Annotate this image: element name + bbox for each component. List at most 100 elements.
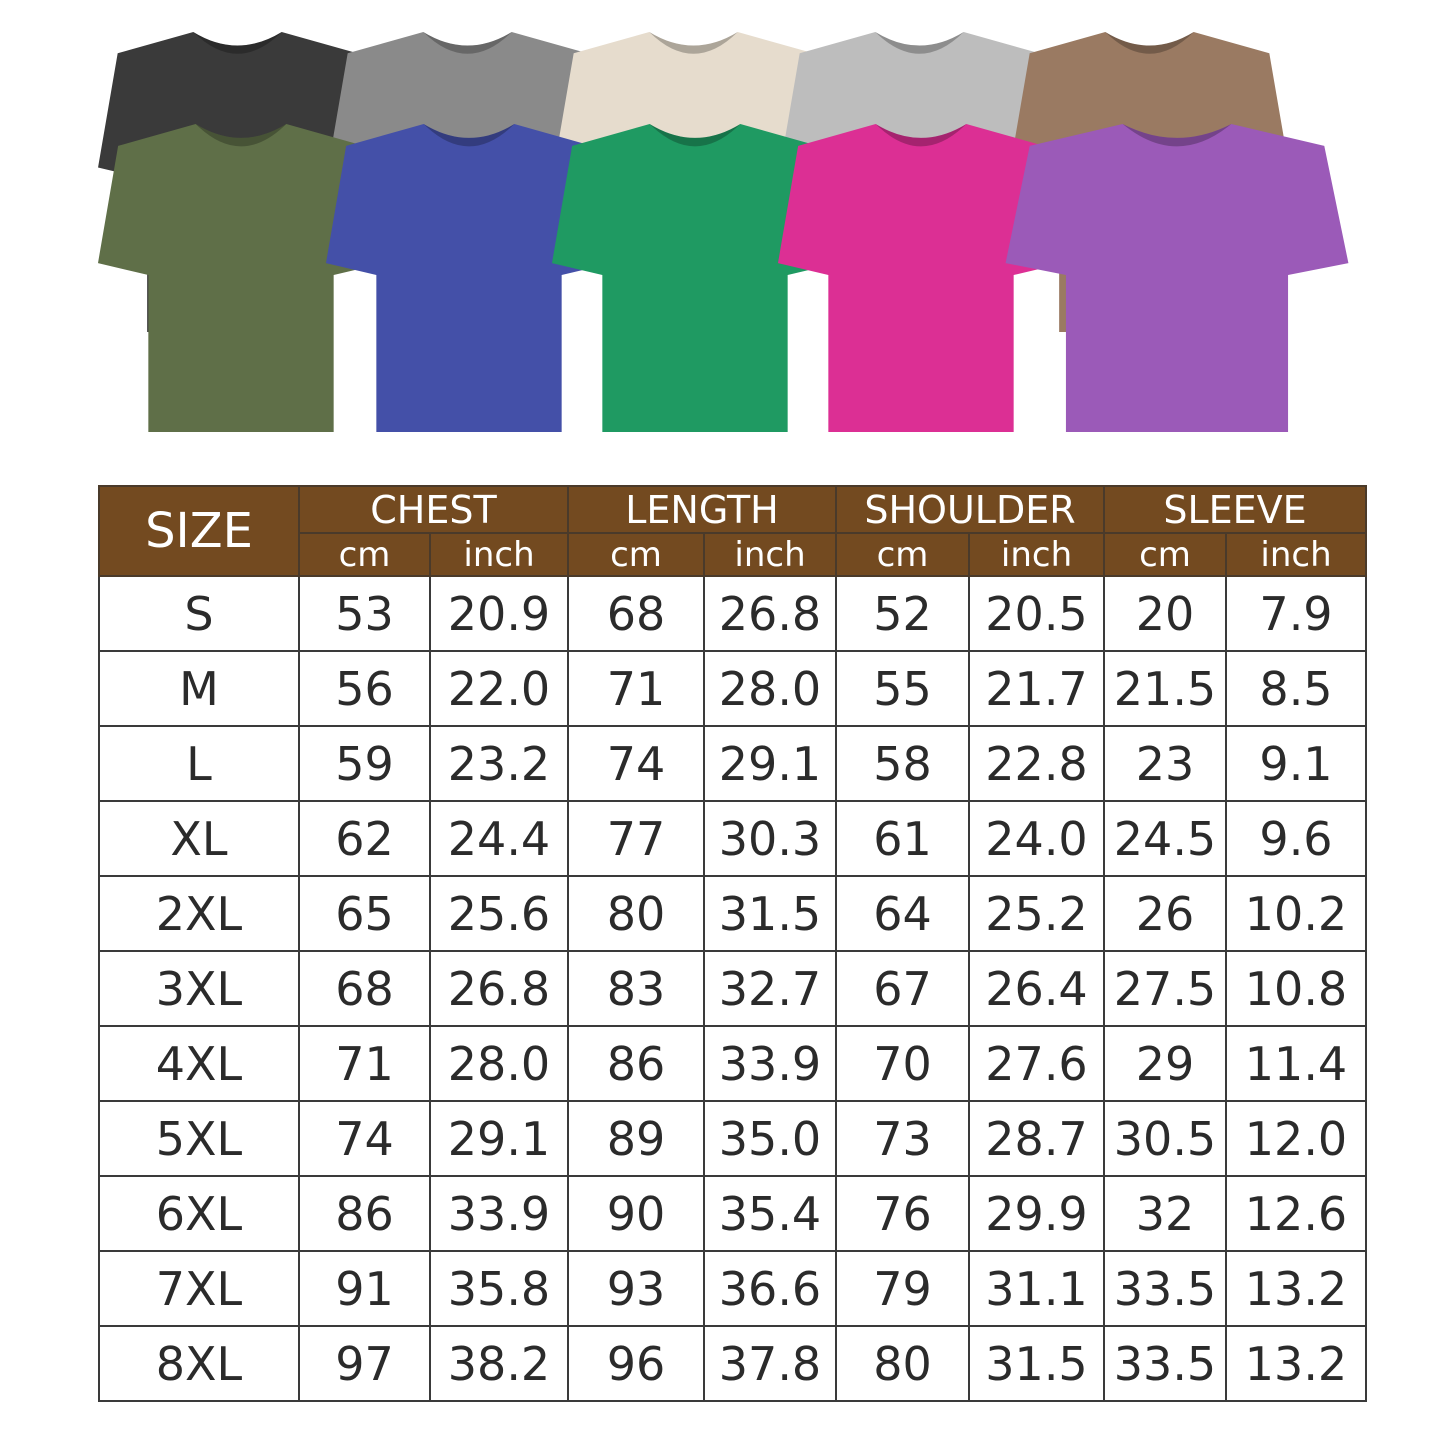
measurement-cell: 38.2 (429, 1325, 569, 1402)
sleeve-header: SLEEVE (1103, 485, 1367, 534)
measurement-cell: 26.4 (968, 950, 1105, 1027)
measurement-cell: 31.5 (703, 875, 837, 952)
measurement-cell: 67 (835, 950, 970, 1027)
measurement-cell: 64 (835, 875, 970, 952)
size-cell: XL (98, 800, 300, 877)
size-cell: 5XL (98, 1100, 300, 1177)
measurement-cell: 86 (298, 1175, 431, 1252)
measurement-cell: 20.9 (429, 575, 569, 652)
unit-header-cm: cm (1103, 532, 1227, 577)
tshirt-blue (325, 124, 613, 432)
measurement-cell: 28.0 (703, 650, 837, 727)
measurement-cell: 33.9 (429, 1175, 569, 1252)
table-row: 4XL 71 28.0 86 33.9 70 27.6 29 11.4 (98, 1025, 1367, 1102)
measurement-cell: 53 (298, 575, 431, 652)
table-row: L 59 23.2 74 29.1 58 22.8 23 9.1 (98, 725, 1367, 802)
measurement-cell: 35.8 (429, 1250, 569, 1327)
measurement-cell: 37.8 (703, 1325, 837, 1402)
measurement-cell: 30.3 (703, 800, 837, 877)
measurement-cell: 33.9 (703, 1025, 837, 1102)
header-group-row: SIZE CHEST LENGTH SHOULDER SLEEVE (98, 485, 1367, 577)
measurement-cell: 74 (298, 1100, 431, 1177)
measurement-cell: 33.5 (1103, 1250, 1227, 1327)
measurement-cell: 29.1 (703, 725, 837, 802)
measurement-cell: 68 (567, 575, 705, 652)
length-header: LENGTH (567, 485, 837, 534)
measurement-cell: 27.5 (1103, 950, 1227, 1027)
measurement-cell: 32 (1103, 1175, 1227, 1252)
measurement-cell: 32.7 (703, 950, 837, 1027)
measurement-cell: 11.4 (1225, 1025, 1367, 1102)
size-cell: L (98, 725, 300, 802)
shoulder-header: SHOULDER (835, 485, 1105, 534)
measurement-cell: 83 (567, 950, 705, 1027)
measurement-cell: 62 (298, 800, 431, 877)
measurement-cell: 79 (835, 1250, 970, 1327)
tshirt-color-options (97, 32, 1349, 432)
measurement-cell: 55 (835, 650, 970, 727)
table-row: 6XL 86 33.9 90 35.4 76 29.9 32 12.6 (98, 1175, 1367, 1252)
measurement-cell: 71 (298, 1025, 431, 1102)
unit-header-inch: inch (429, 532, 569, 577)
size-cell: M (98, 650, 300, 727)
measurement-cell: 25.6 (429, 875, 569, 952)
measurement-cell: 21.5 (1103, 650, 1227, 727)
measurement-cell: 91 (298, 1250, 431, 1327)
chest-header: CHEST (298, 485, 569, 534)
measurement-cell: 12.0 (1225, 1100, 1367, 1177)
measurement-cell: 86 (567, 1025, 705, 1102)
measurement-cell: 29.1 (429, 1100, 569, 1177)
measurement-cell: 90 (567, 1175, 705, 1252)
unit-header-inch: inch (703, 532, 837, 577)
table-row: 8XL 97 38.2 96 37.8 80 31.5 33.5 13.2 (98, 1325, 1367, 1402)
tshirt-olive (97, 124, 385, 432)
size-chart-table: SIZE CHEST LENGTH SHOULDER SLEEVE cm inch… (98, 485, 1367, 1402)
measurement-cell: 26.8 (429, 950, 569, 1027)
measurement-cell: 31.1 (968, 1250, 1105, 1327)
measurement-cell: 71 (567, 650, 705, 727)
tshirt-green (551, 124, 839, 432)
measurement-cell: 80 (567, 875, 705, 952)
measurement-cell: 36.6 (703, 1250, 837, 1327)
size-cell: 3XL (98, 950, 300, 1027)
measurement-cell: 12.6 (1225, 1175, 1367, 1252)
measurement-cell: 24.5 (1103, 800, 1227, 877)
measurement-cell: 76 (835, 1175, 970, 1252)
measurement-cell: 70 (835, 1025, 970, 1102)
size-header: SIZE (98, 485, 300, 577)
measurement-cell: 93 (567, 1250, 705, 1327)
measurement-cell: 24.4 (429, 800, 569, 877)
measurement-cell: 56 (298, 650, 431, 727)
table-row: XL 62 24.4 77 30.3 61 24.0 24.5 9.6 (98, 800, 1367, 877)
measurement-cell: 28.0 (429, 1025, 569, 1102)
measurement-cell: 7.9 (1225, 575, 1367, 652)
size-cell: 4XL (98, 1025, 300, 1102)
measurement-cell: 52 (835, 575, 970, 652)
measurement-cell: 8.5 (1225, 650, 1367, 727)
measurement-cell: 24.0 (968, 800, 1105, 877)
table-row: S 53 20.9 68 26.8 52 20.5 20 7.9 (98, 575, 1367, 652)
measurement-cell: 10.2 (1225, 875, 1367, 952)
size-cell: 8XL (98, 1325, 300, 1402)
measurement-cell: 35.0 (703, 1100, 837, 1177)
measurement-cell: 27.6 (968, 1025, 1105, 1102)
size-cell: 2XL (98, 875, 300, 952)
measurement-cell: 59 (298, 725, 431, 802)
measurement-cell: 26 (1103, 875, 1227, 952)
measurement-cell: 20 (1103, 575, 1227, 652)
measurement-cell: 10.8 (1225, 950, 1367, 1027)
measurement-cell: 9.6 (1225, 800, 1367, 877)
unit-header-inch: inch (1225, 532, 1367, 577)
table-row: 5XL 74 29.1 89 35.0 73 28.7 30.5 12.0 (98, 1100, 1367, 1177)
measurement-cell: 29 (1103, 1025, 1227, 1102)
measurement-cell: 77 (567, 800, 705, 877)
measurement-cell: 68 (298, 950, 431, 1027)
measurement-cell: 96 (567, 1325, 705, 1402)
measurement-cell: 28.7 (968, 1100, 1105, 1177)
table-row: 2XL 65 25.6 80 31.5 64 25.2 26 10.2 (98, 875, 1367, 952)
unit-header-cm: cm (567, 532, 705, 577)
measurement-cell: 9.1 (1225, 725, 1367, 802)
measurement-cell: 20.5 (968, 575, 1105, 652)
unit-header-cm: cm (298, 532, 431, 577)
measurement-cell: 23 (1103, 725, 1227, 802)
